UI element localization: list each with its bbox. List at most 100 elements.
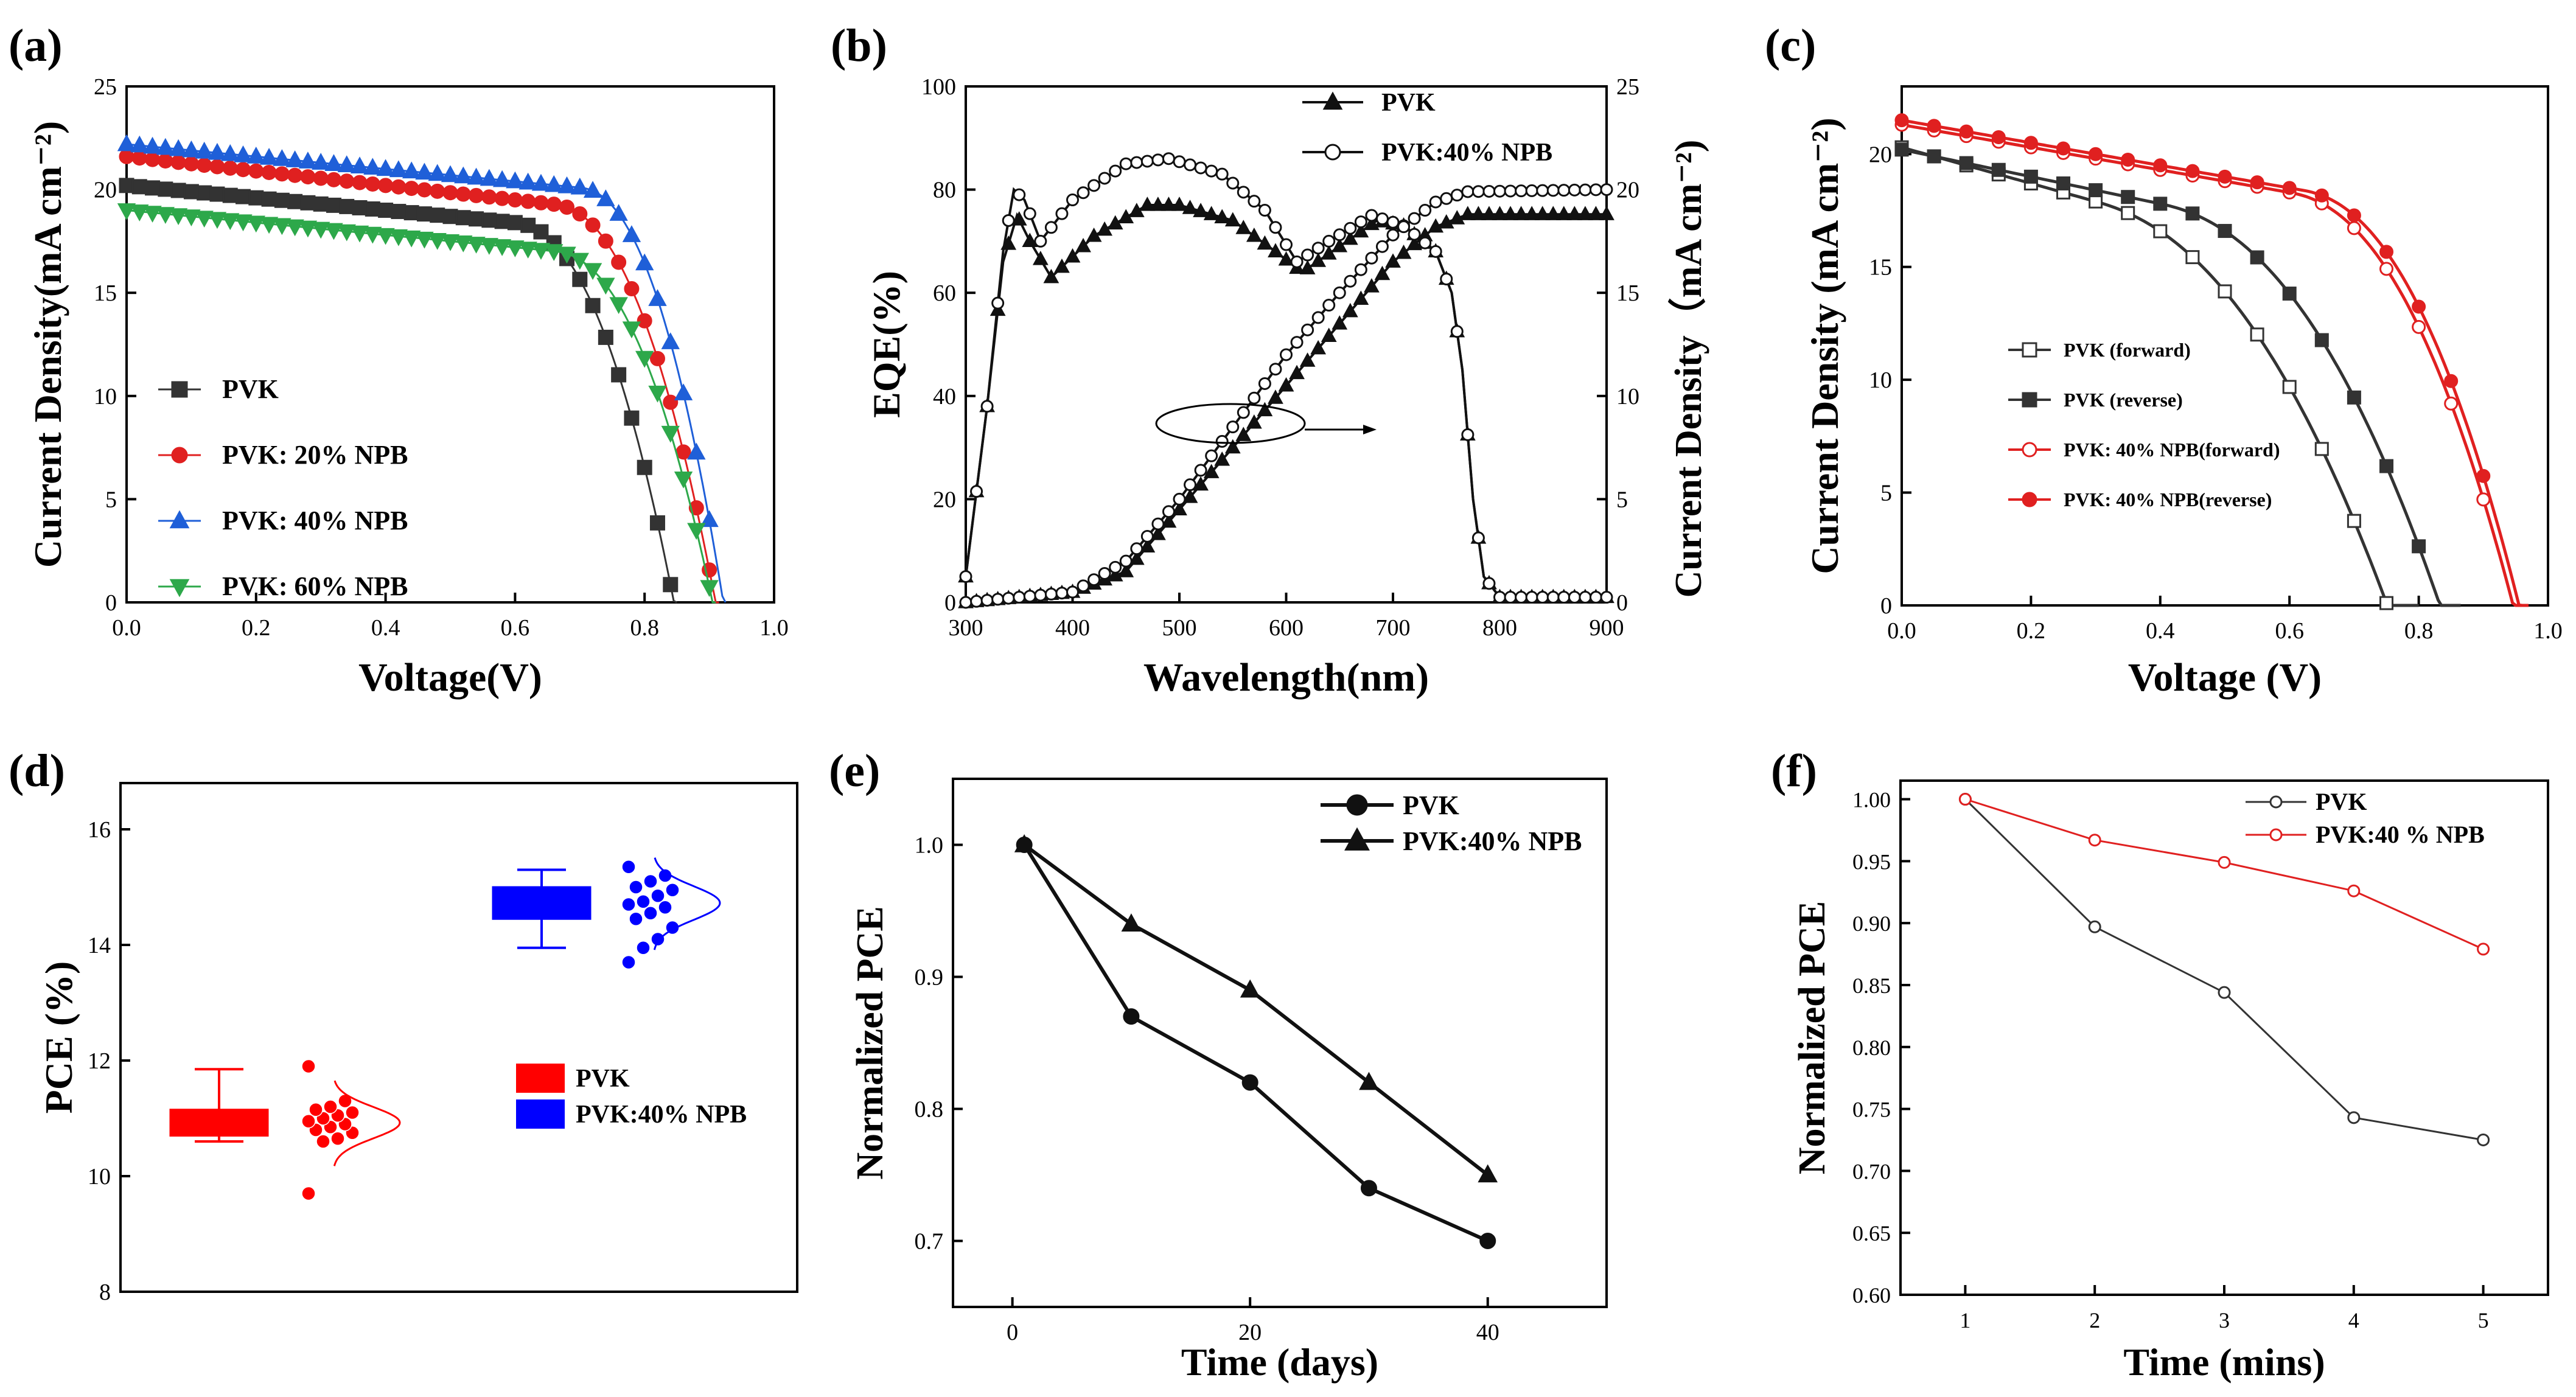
data-point xyxy=(621,897,636,912)
jsc-point xyxy=(970,594,983,608)
jsc-point xyxy=(1258,377,1271,390)
data-point xyxy=(403,181,419,197)
data-point xyxy=(609,204,628,221)
data-point xyxy=(182,209,201,227)
jsc-point xyxy=(1440,192,1453,205)
jsc-point xyxy=(1322,299,1336,312)
legend-label: PVK xyxy=(2316,788,2367,815)
jsc-point xyxy=(1205,449,1218,462)
jsc-point xyxy=(1568,183,1581,197)
jsc-point xyxy=(1066,585,1079,599)
data-point xyxy=(455,186,471,202)
series-0 xyxy=(169,1059,401,1201)
data-point xyxy=(621,860,636,874)
x-tick-label: 0.0 xyxy=(112,615,141,641)
jsc-point xyxy=(1087,573,1101,587)
eqe-point xyxy=(1203,206,1220,220)
box xyxy=(169,1109,269,1137)
data-point xyxy=(2185,206,2200,221)
jsc-point xyxy=(1470,206,1487,220)
eqe-point xyxy=(1546,591,1560,604)
jsc-point xyxy=(1290,336,1304,349)
data-point xyxy=(636,941,651,955)
jsc-point xyxy=(1332,315,1348,330)
series-1 xyxy=(1014,834,1498,1183)
data-point xyxy=(274,166,290,182)
eqe-point xyxy=(1237,186,1250,199)
jsc-point xyxy=(1044,587,1058,601)
data-point xyxy=(236,162,251,178)
data-point xyxy=(2412,299,2426,314)
panel-label: (f) xyxy=(1771,745,1817,796)
eqe-point xyxy=(1235,220,1252,234)
jsc-point xyxy=(1226,420,1240,434)
data-point xyxy=(323,1099,338,1114)
data-point xyxy=(337,224,356,242)
data-point xyxy=(629,911,643,926)
eqe-point xyxy=(1290,255,1304,268)
data-point xyxy=(643,874,658,889)
data-point xyxy=(1123,1008,1140,1025)
data-point xyxy=(378,178,394,193)
y-tick-label: 25 xyxy=(94,74,117,100)
jsc-point xyxy=(980,594,994,607)
legend-label: PVK: 40% NPB xyxy=(222,506,408,535)
jsc-point xyxy=(1107,566,1123,582)
jsc-point xyxy=(1215,434,1229,448)
legend-label: PVK xyxy=(1403,790,1459,820)
jsc-point xyxy=(1419,204,1432,217)
x-tick-label: 0.6 xyxy=(2275,618,2304,644)
panel-label: (d) xyxy=(9,745,65,796)
y-tick-label: 0 xyxy=(944,590,956,616)
y-tick-label-right: 5 xyxy=(1616,487,1628,512)
data-point xyxy=(637,313,652,329)
eqe-point xyxy=(1269,221,1282,234)
data-point xyxy=(259,217,279,234)
y-tick-label-right: 10 xyxy=(1616,384,1639,409)
eqe-point xyxy=(1386,215,1400,229)
data-point xyxy=(391,204,407,220)
legend-marker xyxy=(171,381,188,398)
eqe-point xyxy=(1440,273,1453,286)
data-point xyxy=(350,225,369,243)
eqe-point xyxy=(1032,251,1049,265)
eqe-point xyxy=(991,296,1005,310)
eqe-point xyxy=(1461,428,1475,441)
eqe-point xyxy=(1214,209,1230,223)
data-point xyxy=(2056,141,2070,156)
jsc-point xyxy=(1364,278,1380,293)
jsc-point xyxy=(1280,348,1293,361)
legend-label: PVK: 60% NPB xyxy=(222,571,408,601)
jsc-point xyxy=(1375,240,1389,253)
data-point xyxy=(643,906,658,921)
jsc-point xyxy=(1171,501,1187,515)
data-point xyxy=(324,154,343,171)
data-point xyxy=(2347,1111,2361,1124)
plot-frame xyxy=(1901,85,2549,607)
x-tick-label: 0.2 xyxy=(2017,618,2046,644)
jsc-point xyxy=(1492,206,1508,220)
data-point xyxy=(274,192,290,208)
data-point xyxy=(454,166,473,184)
data-point xyxy=(2379,596,2393,610)
data-point xyxy=(415,231,434,249)
jsc-point xyxy=(1248,391,1261,405)
data-point xyxy=(2153,224,2168,239)
data-point xyxy=(598,329,613,345)
eqe-point xyxy=(1194,161,1207,175)
jsc-point xyxy=(1140,529,1154,543)
jsc-point xyxy=(1002,591,1015,605)
data-point xyxy=(1240,979,1260,998)
eqe-point xyxy=(1365,209,1378,222)
data-point xyxy=(2218,986,2231,999)
data-point xyxy=(428,232,447,250)
legend-marker xyxy=(1324,144,1341,161)
x-axis-title: Time (days) xyxy=(1181,1340,1378,1384)
jsc-point xyxy=(1353,290,1369,305)
y-tick-label-right: 15 xyxy=(1616,280,1639,306)
panel-f: 1 2 3 4 5 0.60 0.65 0.70 0.75 0.80 0.85 0.90 0.95 1.0… xyxy=(1771,745,2549,1384)
data-point xyxy=(300,195,316,211)
data-point xyxy=(117,203,136,220)
data-point xyxy=(236,189,251,204)
eqe-point xyxy=(980,400,994,413)
